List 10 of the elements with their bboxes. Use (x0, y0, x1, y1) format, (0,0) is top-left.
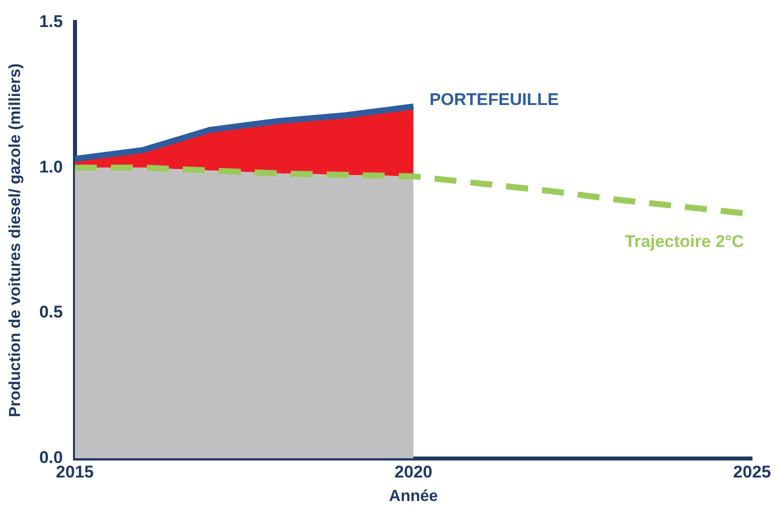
x-tick-label: 2015 (56, 462, 94, 482)
series-label: Trajectoire 2°C (624, 232, 744, 251)
x-axis-title: Année (389, 488, 438, 505)
y-axis-title: Production de voitures diesel/ gazole (milliers) (7, 63, 24, 418)
series-label: PORTEFEUILLE (429, 90, 559, 110)
y-tick-label: 1.0 (39, 157, 63, 176)
x-tick-label: 2020 (394, 462, 432, 482)
y-tick-label: 1.5 (39, 12, 63, 31)
y-tick-label: 0.5 (39, 302, 63, 322)
x-tick-label: 2025 (733, 462, 772, 482)
